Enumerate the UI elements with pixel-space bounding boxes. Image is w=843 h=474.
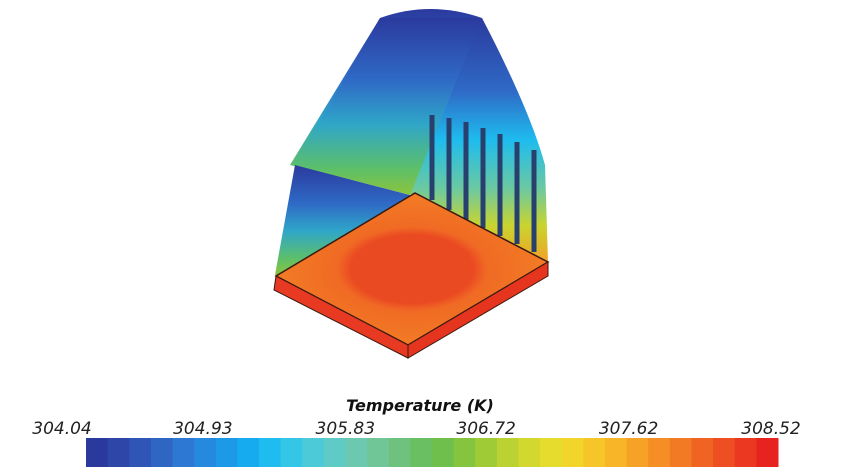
color-swatch bbox=[237, 438, 260, 467]
tick-label: 304.04 bbox=[32, 419, 91, 439]
color-swatch bbox=[172, 438, 195, 467]
color-swatch bbox=[107, 438, 130, 467]
tick-label: 307.62 bbox=[599, 419, 658, 439]
color-swatch bbox=[561, 438, 584, 467]
color-swatch bbox=[280, 438, 303, 467]
color-swatch bbox=[583, 438, 606, 467]
tick-label: 304.93 bbox=[173, 419, 232, 439]
color-swatch bbox=[388, 438, 411, 467]
cone-front bbox=[295, 18, 482, 195]
color-swatch bbox=[518, 438, 541, 467]
color-swatch bbox=[86, 438, 109, 467]
colorbar-title: Temperature (K) bbox=[346, 396, 494, 415]
color-swatch bbox=[691, 438, 714, 467]
color-swatch bbox=[323, 438, 346, 467]
heat-sink-model bbox=[273, 9, 550, 359]
color-swatch bbox=[129, 438, 152, 467]
color-swatch bbox=[540, 438, 563, 467]
color-swatch bbox=[215, 438, 238, 467]
color-swatch bbox=[605, 438, 628, 467]
color-swatch bbox=[713, 438, 736, 467]
plate-side-right bbox=[407, 261, 549, 359]
color-swatch bbox=[496, 438, 519, 467]
color-swatch bbox=[194, 438, 217, 467]
color-swatch bbox=[302, 438, 325, 467]
color-swatch bbox=[475, 438, 498, 467]
color-swatch bbox=[259, 438, 282, 467]
tick-label: 305.83 bbox=[316, 419, 375, 439]
tick-label: 306.72 bbox=[456, 419, 515, 439]
color-swatch bbox=[756, 438, 779, 467]
right-face bbox=[410, 18, 548, 262]
color-swatch bbox=[626, 438, 649, 467]
color-swatch bbox=[432, 438, 455, 467]
tick-label: 308.52 bbox=[741, 419, 800, 439]
color-swatch bbox=[648, 438, 671, 467]
color-swatch bbox=[345, 438, 368, 467]
color-swatch bbox=[734, 438, 757, 467]
color-swatch bbox=[410, 438, 433, 467]
color-swatch bbox=[367, 438, 390, 467]
fins bbox=[429, 115, 537, 252]
color-swatch bbox=[669, 438, 692, 467]
color-swatch bbox=[453, 438, 476, 467]
color-swatch bbox=[150, 438, 173, 467]
